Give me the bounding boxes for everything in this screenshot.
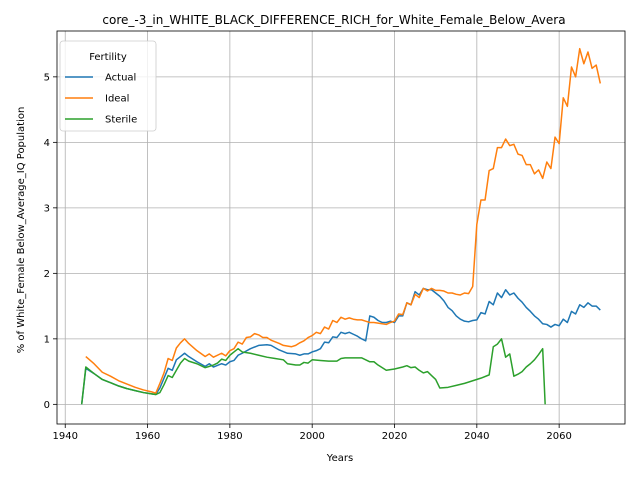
- x-tick-label: 1960: [135, 431, 160, 442]
- x-tick-label: 1940: [53, 431, 78, 442]
- series-line-sterile: [80, 338, 546, 405]
- legend-items: Actual Ideal Sterile: [65, 73, 137, 126]
- x-tick-label: 2040: [464, 431, 489, 442]
- legend-label-actual: Actual: [105, 73, 136, 84]
- legend-title: Fertility: [89, 52, 127, 63]
- y-tick-label: 4: [44, 138, 50, 149]
- x-tick-label: 2020: [382, 431, 407, 442]
- y-tick-label: 2: [44, 269, 50, 280]
- x-tick-label: 2000: [299, 431, 324, 442]
- y-tick-label: 5: [44, 72, 50, 83]
- series-line-actual: [80, 287, 601, 405]
- y-tick-label: 3: [44, 203, 50, 214]
- series-lines: [80, 47, 602, 405]
- y-axis: 0 1 2 3 4 5: [44, 72, 57, 411]
- plot-frame: [56, 30, 626, 425]
- x-tick-label: 2060: [546, 431, 571, 442]
- series-line-ideal: [85, 47, 602, 394]
- legend-label-sterile: Sterile: [105, 115, 137, 126]
- y-tick-label: 0: [44, 400, 50, 411]
- legend-box: [59, 40, 157, 132]
- legend: Fertility Actual Ideal Sterile: [59, 40, 157, 132]
- legend-label-ideal: Ideal: [105, 94, 129, 105]
- x-tick-label: 1980: [217, 431, 242, 442]
- x-axis: 1940 1960 1980 2000 2020 2040 2060: [53, 424, 572, 442]
- y-axis-label: % of White_Female Below_Average_IQ Popul…: [16, 107, 27, 354]
- y-tick-label: 1: [44, 334, 50, 345]
- chart-title: core_-3_in_WHITE_BLACK_DIFFERENCE_RICH_f…: [102, 13, 565, 27]
- x-axis-label: Years: [326, 453, 353, 464]
